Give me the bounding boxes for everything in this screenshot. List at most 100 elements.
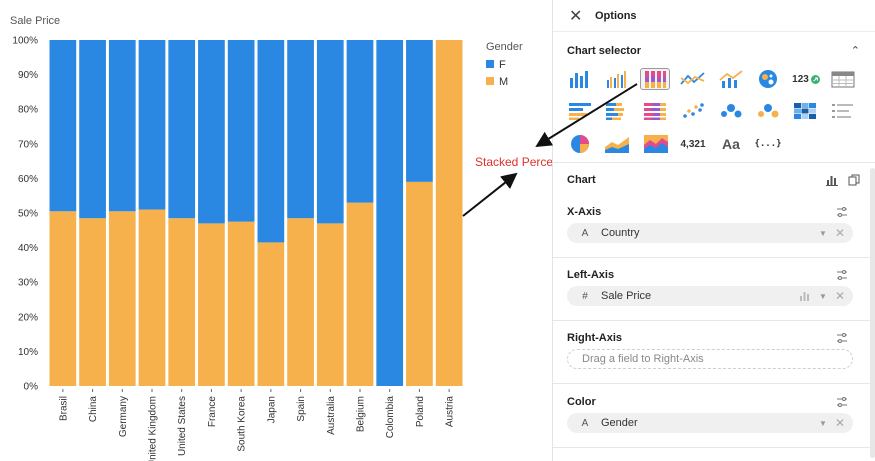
chart-type-list[interactable]: [828, 100, 858, 122]
dropdown-arrow-icon[interactable]: ▼: [819, 228, 827, 238]
chart-type-bubble-color[interactable]: [753, 100, 783, 122]
bar-segment-f[interactable]: [257, 40, 285, 243]
chart-type-json[interactable]: {...}: [751, 133, 785, 155]
x-axis-section: X-Axis A Country ▼ ✕: [553, 200, 875, 256]
bar-segment-f[interactable]: [138, 40, 166, 210]
dropdown-arrow-icon[interactable]: ▼: [819, 291, 827, 301]
y-tick-label: 70%: [18, 139, 38, 150]
list-icon: [832, 104, 853, 118]
bar-segment-f[interactable]: [79, 40, 106, 219]
x-tick-label: France: [207, 396, 218, 428]
panel-scrollbar[interactable]: [870, 168, 875, 458]
bar-segment-m[interactable]: [287, 218, 314, 386]
bar-segment-m[interactable]: [198, 223, 225, 386]
annotation-label: Stacked Percentage: [475, 155, 552, 169]
remove-icon[interactable]: ✕: [834, 289, 845, 303]
chart-type-number-trend[interactable]: 123: [790, 68, 822, 90]
stacked-percentage-chart-icon: [645, 71, 666, 88]
x-axis-field[interactable]: A Country ▼ ✕: [567, 223, 853, 243]
bar-segment-f[interactable]: [406, 40, 433, 182]
bar-segment-m[interactable]: [435, 40, 463, 386]
x-tick-label: Poland: [415, 396, 426, 427]
settings-sliders-icon[interactable]: [836, 396, 848, 408]
legend-swatch-f: [486, 60, 494, 68]
chart-bars-icon[interactable]: [826, 174, 838, 186]
bar-segment-m[interactable]: [257, 242, 285, 386]
bar-segment-f[interactable]: [316, 40, 344, 224]
bar-segment-m[interactable]: [138, 209, 166, 386]
number-icon: 4,321: [680, 138, 706, 150]
divider: [553, 162, 875, 163]
bar-chart-icon: [570, 71, 588, 88]
right-axis-drop-zone[interactable]: Drag a field to Right-Axis: [567, 349, 853, 369]
chart-type-line[interactable]: [678, 68, 708, 90]
chart-type-scatter[interactable]: [678, 100, 708, 122]
chart-type-stacked-percentage[interactable]: [640, 68, 670, 90]
close-icon[interactable]: ✕: [569, 7, 583, 25]
y-tick-label: 80%: [18, 105, 38, 116]
bar-segment-f[interactable]: [346, 40, 374, 203]
divider: [553, 447, 875, 448]
y-tick-label: 30%: [18, 278, 38, 289]
y-axis: 0% 10% 20% 30% 40% 50% 60% 70% 80% 90% 100%: [12, 36, 38, 393]
stacked-area-chart-icon: [644, 135, 668, 153]
chart-selector-label: Chart selector: [567, 44, 641, 57]
chart-type-number[interactable]: 4,321: [675, 133, 711, 155]
x-tick-label: United Kingdom: [148, 396, 159, 461]
bar-segment-m[interactable]: [108, 211, 136, 386]
chart-type-stacked-area[interactable]: [640, 133, 672, 155]
bar-segment-f[interactable]: [198, 40, 225, 224]
left-axis-field[interactable]: # Sale Price ▼ ✕: [567, 286, 853, 306]
pie-chart-icon: [571, 135, 589, 153]
table-icon: [831, 71, 855, 88]
chart-type-bubble[interactable]: [716, 100, 746, 122]
chevron-up-icon[interactable]: ⌃: [850, 45, 860, 57]
chart-selector-header[interactable]: Chart selector ⌃: [553, 44, 875, 58]
y-tick-label: 10%: [18, 347, 38, 358]
text-icon: Aa: [722, 136, 740, 152]
json-icon: {...}: [754, 139, 782, 149]
chart-type-area[interactable]: [602, 133, 632, 155]
settings-sliders-icon[interactable]: [836, 269, 848, 281]
y-tick-label: 20%: [18, 312, 38, 323]
settings-sliders-icon[interactable]: [836, 332, 848, 344]
bar-segment-m[interactable]: [79, 218, 106, 386]
chart-type-heatmap[interactable]: [790, 100, 820, 122]
bar-segment-f[interactable]: [376, 40, 404, 386]
copy-icon[interactable]: [848, 174, 860, 186]
trend-up-icon: [810, 74, 820, 84]
remove-icon[interactable]: ✕: [834, 226, 845, 240]
chart-type-text[interactable]: Aa: [716, 133, 746, 155]
color-field[interactable]: A Gender ▼ ✕: [567, 413, 853, 433]
left-axis-label: Left-Axis: [567, 269, 615, 281]
bar-segment-m[interactable]: [168, 218, 196, 386]
bar-segment-f[interactable]: [168, 40, 196, 219]
bar-segment-m[interactable]: [316, 223, 344, 386]
settings-sliders-icon[interactable]: [836, 206, 848, 218]
bar-segment-f[interactable]: [287, 40, 314, 219]
bar-segment-m[interactable]: [406, 181, 433, 386]
bar-segment-m[interactable]: [227, 221, 255, 386]
divider: [553, 383, 875, 384]
bar-segment-m[interactable]: [346, 202, 374, 386]
chart-type-pie[interactable]: [565, 133, 595, 155]
bar-segment-f[interactable]: [49, 40, 77, 212]
bar-segment-f[interactable]: [108, 40, 136, 212]
chart-type-grouped-bar[interactable]: [602, 68, 632, 90]
chart-type-combo[interactable]: [716, 68, 746, 90]
bar-segment-f[interactable]: [227, 40, 255, 222]
chart-type-map[interactable]: [753, 68, 783, 90]
x-axis-label: X-Axis: [567, 206, 602, 218]
aggregation-bars-icon[interactable]: [799, 291, 811, 301]
remove-icon[interactable]: ✕: [834, 416, 845, 430]
chart-type-bar[interactable]: [565, 68, 595, 90]
dropdown-arrow-icon[interactable]: ▼: [819, 418, 827, 428]
chart-section-header: Chart: [553, 174, 875, 186]
horizontal-percentage-bar-icon: [644, 103, 666, 120]
chart-type-horizontal-stacked[interactable]: [602, 100, 632, 122]
bar-segment-m[interactable]: [49, 211, 77, 386]
chart-type-horizontal-percentage[interactable]: [640, 100, 670, 122]
chart-type-table[interactable]: [828, 68, 858, 90]
y-tick-label: 40%: [18, 243, 38, 254]
chart-type-horizontal-bar[interactable]: [565, 100, 595, 122]
